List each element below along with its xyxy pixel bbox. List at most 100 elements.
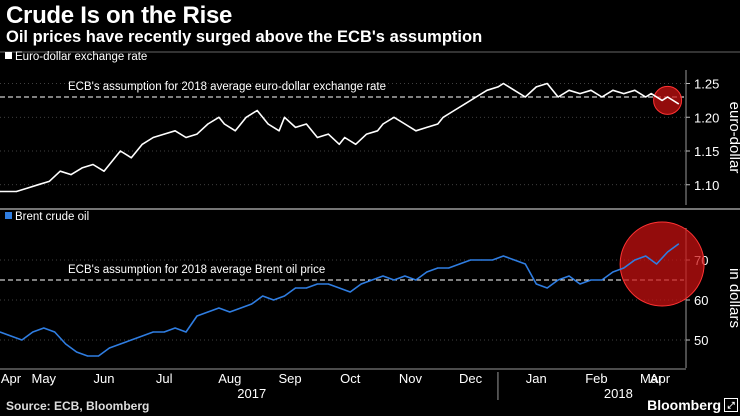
x-tick-label: Nov: [399, 371, 423, 386]
data-point: [502, 255, 505, 257]
data-point: [43, 327, 45, 329]
expand-icon[interactable]: ⤢: [724, 398, 738, 412]
reference-label: ECB's assumption for 2018 average Brent …: [68, 264, 325, 276]
chart-title: Crude Is on the Rise: [6, 2, 233, 29]
data-point: [568, 89, 570, 91]
data-point: [393, 116, 395, 118]
data-point: [327, 133, 329, 135]
year-label: 2018: [604, 386, 633, 401]
data-point: [557, 96, 559, 98]
data-point: [349, 291, 351, 293]
legend-swatch: [5, 52, 12, 59]
data-point: [677, 103, 680, 105]
data-point: [32, 331, 34, 333]
data-point: [92, 163, 94, 166]
data-point: [0, 331, 1, 333]
data-point: [234, 130, 236, 132]
data-point: [426, 271, 428, 273]
highlight-circle: [653, 85, 683, 115]
series-line: [0, 82, 679, 193]
data-point: [612, 271, 614, 273]
data-point: [579, 93, 581, 95]
data-point: [486, 89, 488, 91]
y-tick-label: 1.25: [694, 77, 719, 92]
data-point: [491, 259, 494, 261]
data-point: [267, 123, 269, 125]
data-point: [502, 82, 505, 85]
y-tick-label: 1.15: [694, 144, 719, 159]
data-point: [464, 103, 466, 105]
data-point: [130, 339, 132, 341]
highlight-circle: [619, 221, 705, 307]
data-point: [207, 123, 209, 125]
data-point: [207, 311, 209, 313]
data-point: [185, 136, 187, 139]
x-tick-label: Apr: [650, 371, 671, 386]
data-point: [524, 96, 526, 98]
data-point: [623, 267, 625, 269]
data-point: [152, 331, 154, 333]
x-tick-label: Jan: [526, 371, 547, 386]
x-tick-label: Oct: [340, 371, 361, 386]
data-point: [256, 109, 258, 112]
data-point: [338, 287, 340, 289]
y-tick-label: 1.10: [694, 178, 719, 193]
data-point: [404, 275, 406, 277]
data-point: [316, 283, 318, 285]
data-point: [645, 96, 647, 98]
data-point: [294, 287, 297, 289]
data-point: [305, 123, 308, 125]
reference-label: ECB's assumption for 2018 average euro-d…: [68, 81, 386, 93]
bloomberg-logo: Bloomberg ⤢: [647, 397, 738, 413]
data-point: [37, 184, 39, 186]
data-point: [656, 263, 658, 265]
data-point: [371, 279, 373, 281]
data-point: [497, 86, 499, 88]
x-tick-label: Aug: [218, 371, 241, 386]
data-point: [86, 355, 89, 357]
data-point: [97, 355, 100, 357]
data-point: [661, 99, 663, 101]
data-point: [546, 287, 548, 289]
data-point: [568, 275, 570, 277]
data-point: [513, 89, 515, 91]
data-point: [404, 123, 406, 125]
data-point: [54, 331, 56, 333]
data-point: [513, 259, 515, 261]
x-tick-label: Jul: [156, 371, 173, 386]
data-point: [108, 347, 111, 349]
data-point: [415, 279, 417, 281]
x-tick-label: May: [31, 371, 56, 386]
data-point: [382, 275, 384, 277]
data-point: [283, 116, 286, 118]
year-label: 2017: [237, 386, 266, 401]
data-point: [316, 136, 318, 139]
data-point: [196, 133, 198, 135]
data-point: [114, 157, 116, 159]
data-point: [535, 86, 537, 88]
data-point: [612, 89, 614, 91]
y-axis-title: in dollars: [726, 268, 740, 328]
data-point: [218, 116, 220, 118]
data-point: [59, 170, 61, 172]
data-point: [81, 167, 83, 169]
data-point: [579, 283, 581, 285]
data-point: [76, 351, 78, 353]
data-point: [48, 180, 50, 182]
data-point: [650, 93, 652, 95]
data-point: [666, 251, 669, 253]
y-tick-label: 60: [694, 293, 708, 308]
legend-label: Euro-dollar exchange rate: [15, 51, 147, 63]
data-point: [453, 109, 455, 112]
data-point: [382, 123, 384, 125]
data-point: [130, 157, 132, 159]
data-point: [366, 133, 368, 135]
data-point: [437, 267, 439, 269]
chart-subtitle: Oil prices have recently surged above th…: [6, 28, 483, 46]
data-point: [218, 307, 220, 309]
y-axis-title: euro-dollar: [726, 102, 740, 174]
data-point: [305, 287, 308, 289]
data-point: [15, 190, 18, 193]
legend-swatch: [5, 212, 12, 219]
